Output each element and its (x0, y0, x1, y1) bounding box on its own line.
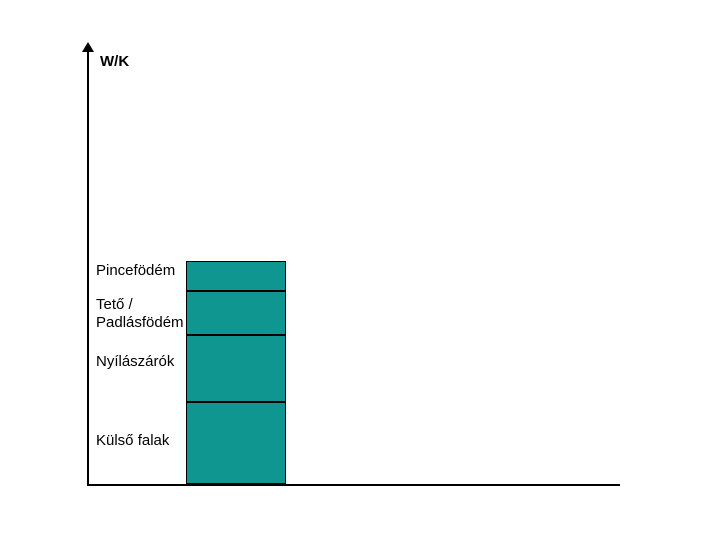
bar-segment-pincefodem (186, 261, 286, 291)
x-axis (87, 484, 620, 486)
stacked-bar-chart: W/K Pincefödém Tető / Padlásfödém Nyílászár… (0, 0, 720, 540)
segment-label-kulso_falak: Külső falak (96, 432, 169, 450)
bar-segment-nyilaszarok (186, 335, 286, 402)
segment-label-nyilaszarok: Nyílászárók (96, 353, 174, 371)
segment-label-pincefodem: Pincefödém (96, 262, 175, 280)
bar-segment-teto_padlas (186, 291, 286, 335)
y-axis (87, 52, 89, 484)
segment-label-teto_padlas: Tető / Padlásfödém (96, 296, 184, 332)
y-axis-label: W/K (100, 53, 129, 71)
bar-segment-kulso_falak (186, 402, 286, 484)
y-axis-arrow (82, 42, 94, 52)
